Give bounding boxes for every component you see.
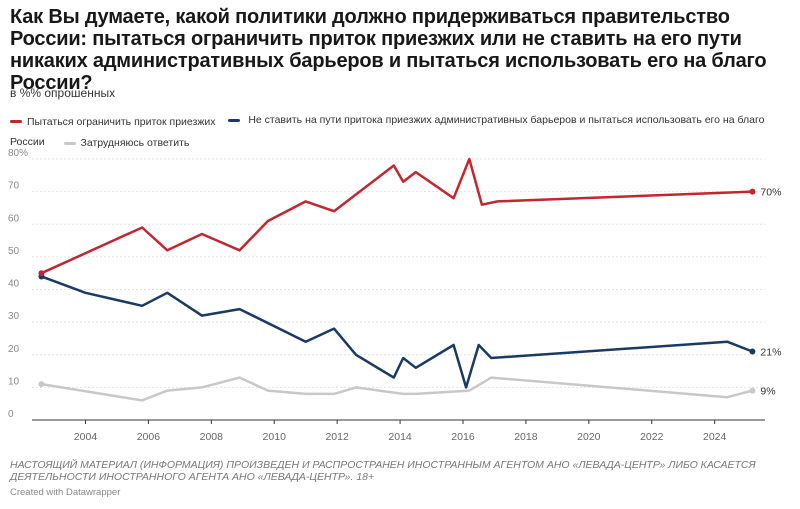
y-tick-label: 50 — [8, 246, 20, 257]
x-tick-label: 2016 — [451, 431, 475, 443]
y-tick-label: 20 — [8, 344, 20, 355]
x-tick-label: 2006 — [137, 431, 161, 443]
x-tick-label: 2010 — [263, 431, 287, 443]
y-tick-label: 60 — [8, 213, 20, 224]
datawrapper-credit: Created with Datawrapper — [10, 487, 121, 498]
legend-swatch-hard-to-say — [63, 141, 76, 145]
series-lines — [38, 157, 756, 402]
legend-item-no-barriers: Не ставить на пути притока приезжих адми… — [10, 114, 764, 148]
y-tick-label: 40 — [8, 279, 20, 290]
x-tick-label: 2004 — [74, 431, 98, 443]
y-tick-label: 0 — [8, 409, 14, 420]
legend-swatch-no-barriers — [228, 118, 241, 122]
legend-item-hard-to-say: Затрудняюсь ответить — [63, 133, 190, 153]
foreign-agent-disclaimer: НАСТОЯЩИЙ МАТЕРИАЛ (ИНФОРМАЦИЯ) ПРОИЗВЕД… — [10, 459, 756, 483]
series-line-0 — [40, 157, 754, 275]
legend: Пытаться ограничить приток приезжих Не с… — [10, 110, 790, 153]
x-tick-label: 2018 — [514, 431, 538, 443]
y-tick-label: 30 — [8, 311, 20, 322]
legend-item-restrict: Пытаться ограничить приток приезжих — [10, 112, 215, 132]
chart-title: Как Вы думаете, какой политики должно пр… — [10, 6, 767, 94]
series-end-point-1 — [749, 348, 756, 355]
x-axis-ticks: 2004 2006 2008 2010 2012 2014 2016 2018 2020 2022… — [74, 420, 727, 443]
end-value-label: 9% — [760, 386, 775, 398]
legend-label-no-barriers: Не ставить на пути притока приезжих адми… — [10, 114, 765, 148]
end-labels: 9% 21% 70% — [760, 187, 781, 398]
series-line-1 — [40, 275, 754, 389]
series-end-point-2 — [749, 387, 756, 394]
x-tick-label: 2024 — [703, 431, 727, 443]
y-axis-ticks: 0 10 20 30 40 50 60 70 80% — [8, 148, 28, 420]
x-tick-label: 2008 — [200, 431, 224, 443]
legend-swatch-restrict — [10, 120, 22, 123]
y-tick-label: 10 — [8, 376, 20, 387]
x-tick-label: 2020 — [577, 431, 601, 443]
series-end-point-0 — [749, 188, 756, 195]
x-tick-label: 2014 — [388, 431, 412, 443]
x-tick-label: 2022 — [640, 431, 664, 443]
series-start-point-0 — [38, 270, 45, 277]
end-value-label: 70% — [760, 187, 781, 199]
end-value-label: 21% — [760, 346, 781, 358]
series-line-2 — [40, 376, 754, 402]
y-tick-label: 70 — [8, 181, 20, 192]
y-tick-label: 80% — [8, 148, 28, 159]
x-tick-label: 2012 — [325, 431, 349, 443]
chart-subtitle: в %% опрошенных — [10, 86, 116, 100]
grid-lines — [32, 158, 765, 421]
legend-label-restrict: Пытаться ограничить приток приезжих — [27, 115, 216, 128]
legend-label-hard-to-say: Затрудняюсь ответить — [80, 137, 190, 149]
series-start-point-2 — [38, 381, 45, 388]
